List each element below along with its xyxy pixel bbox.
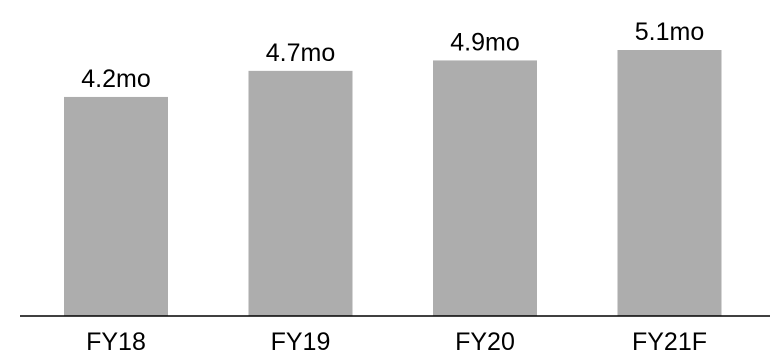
bar-fy20 xyxy=(433,60,537,317)
x-tick-label-fy19: FY19 xyxy=(271,328,331,356)
data-label-fy19: 4.7mo xyxy=(266,39,335,67)
data-label-fy20: 4.9mo xyxy=(450,28,519,56)
bar-fy19 xyxy=(248,70,353,316)
data-labels-group: 4.2mo 4.7mo 4.9mo 5.1mo xyxy=(81,18,704,93)
data-label-fy18: 4.2mo xyxy=(81,65,150,93)
x-tick-label-fy21f: FY21F xyxy=(632,328,707,356)
x-tick-label-fy20: FY20 xyxy=(455,328,515,356)
x-tick-label-fy18: FY18 xyxy=(86,328,146,356)
bars-group xyxy=(64,50,722,317)
x-tick-labels-group: FY18 FY19 FY20 FY21F xyxy=(86,328,707,356)
data-label-fy21f: 5.1mo xyxy=(635,18,704,46)
bar-fy21f xyxy=(617,50,722,316)
bar-fy18 xyxy=(64,96,168,316)
